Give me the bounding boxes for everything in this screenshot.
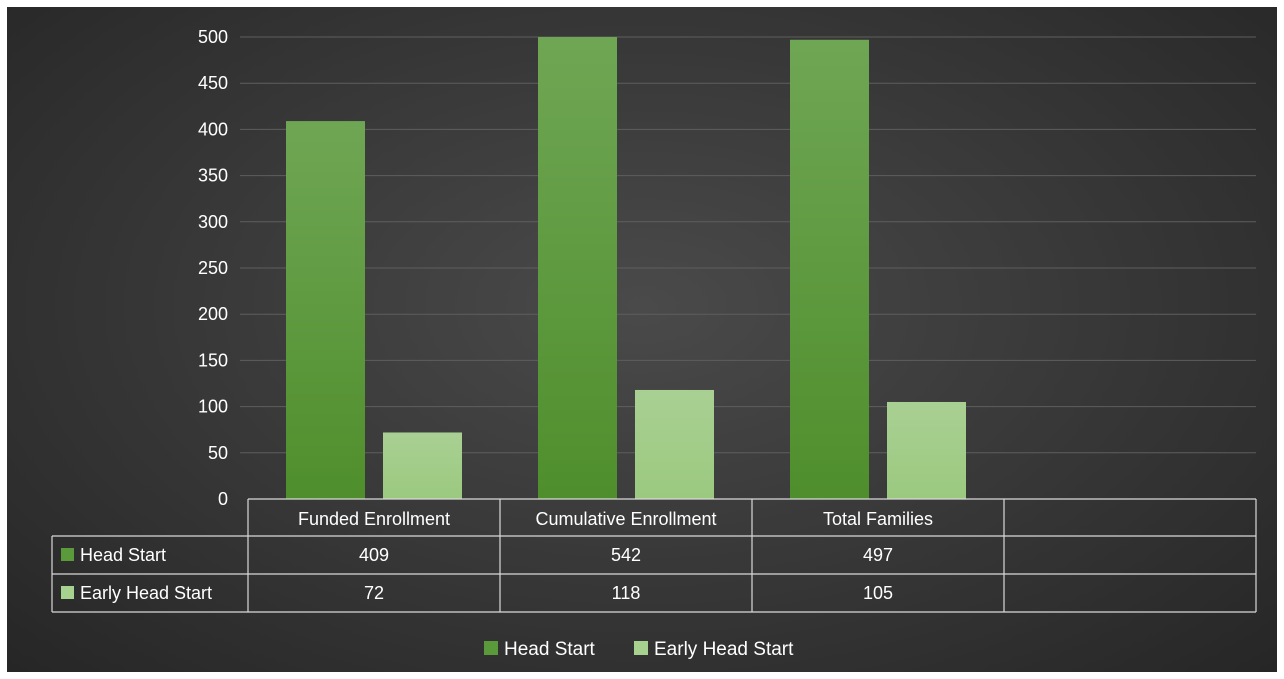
y-tick-label: 200 [198,304,228,324]
y-tick-label: 50 [208,443,228,463]
gridlines [240,36,1256,454]
y-tick-label: 500 [198,27,228,47]
bar-head-start-2 [790,39,869,499]
bar-early-head-start-2 [887,401,966,499]
y-tick-label: 350 [198,166,228,186]
y-tick-label: 300 [198,212,228,232]
chart-background [7,7,1277,672]
table-cell-value: 118 [612,583,641,603]
y-tick-label: 0 [218,489,228,509]
y-tick-label: 450 [198,73,228,93]
bar-head-start-1 [538,37,617,499]
y-tick-label: 150 [198,350,228,370]
y-tick-label: 400 [198,119,228,139]
table-cell-value: 497 [863,545,893,565]
table-header-category: Cumulative Enrollment [535,509,716,529]
bar-head-start-0 [286,121,365,499]
table-header-category: Funded Enrollment [298,509,450,529]
bar-early-head-start-1 [635,389,714,499]
legend-swatch [484,641,498,655]
legend-label: Head Start [504,639,596,660]
bars [286,37,966,499]
legend-swatch [634,641,648,655]
y-axis: 0 50 100 150 200 250 300 350 400 450 500 [198,27,228,509]
table-cell-value: 105 [863,583,893,603]
table-cell-value: 409 [359,545,389,565]
table-row-label: Early Head Start [80,583,212,603]
table-cell-value: 542 [611,545,641,565]
legend: Head Start Early Head Start [484,639,794,660]
table-cell-value: 72 [364,583,384,603]
table-legend-key [61,548,74,561]
table-header-category: Total Families [823,509,933,529]
y-tick-label: 100 [198,397,228,417]
data-table: Funded Enrollment Cumulative Enrollment To… [51,498,1257,613]
bar-early-head-start-0 [383,432,462,499]
y-tick-label: 250 [198,258,228,278]
table-legend-key [61,586,74,599]
legend-label: Early Head Start [654,639,794,660]
table-row-label: Head Start [80,545,166,565]
